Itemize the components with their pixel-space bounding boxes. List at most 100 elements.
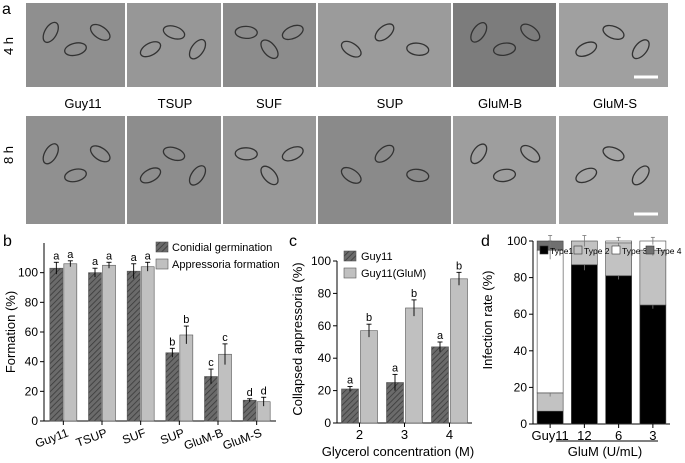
bar-d-12-1: [571, 264, 598, 425]
bar-d-Guy11-3: [536, 249, 564, 394]
conidium-8h-4-2: [374, 144, 395, 163]
legend-swatch-d-2: [573, 245, 583, 255]
b-ytick-label-80: 80: [25, 295, 39, 309]
conidium-4h-3-3: [281, 24, 304, 41]
conidium-4h-5-1: [470, 22, 488, 43]
conidium-8h-5-2: [492, 168, 517, 183]
conidium-8h-6-3: [631, 165, 650, 186]
micrograph-8h-2: [127, 116, 221, 224]
legend-label-d-1: Type1: [550, 246, 573, 256]
b-ytick-label-20: 20: [25, 384, 39, 398]
micrograph-4h-3: [223, 3, 316, 87]
panel-d: d Infection rate (%) GluM (U/mL) 0 20 40 60…: [480, 233, 682, 459]
bar-c-4-2: [450, 278, 468, 424]
c-ytick-label-80: 80: [318, 286, 332, 300]
conidium-8h-1-2: [64, 168, 87, 183]
micrograph-4h-1: [26, 3, 125, 87]
bar-b-SUF-2: [140, 266, 155, 422]
conidium-4h-2-3: [188, 38, 207, 60]
c-ytick-label-60: 60: [318, 319, 332, 333]
sig-letter-b-SUF-1: a: [131, 252, 138, 264]
row-label-8h: 8 h: [1, 146, 16, 164]
bar-b-SUF-1: [126, 270, 141, 422]
sig-letter-b-TSUP-2: a: [106, 250, 113, 262]
sig-letter-b-GluM-S-2: d: [261, 385, 267, 397]
panel-c-xlabel: Glycerol concentration (M): [322, 444, 474, 459]
bar-b-SUP-2: [179, 334, 194, 422]
conidium-8h-2-1: [139, 167, 162, 184]
d-ytick-label-40: 40: [514, 344, 528, 358]
d-ytick-label-80: 80: [514, 271, 528, 285]
xtick-label-b-SUP: SUP: [158, 426, 186, 448]
sig-letter-c-3-1: a: [392, 362, 399, 374]
micrograph-8h-1: [26, 116, 125, 224]
d-ytick-label-20: 20: [514, 380, 528, 394]
conidium-8h-3-2: [260, 165, 279, 186]
sig-letter-b-Guy11-1: a: [53, 250, 60, 262]
panel-d-ylabel: Infection rate (%): [480, 271, 495, 370]
conidium-4h-5-2: [492, 42, 517, 57]
legend-label-b-1: Conidial germination: [172, 242, 272, 254]
sig-letter-b-SUF-2: a: [145, 250, 152, 262]
conidium-4h-4-2: [374, 23, 395, 42]
conidium-4h-1-2: [64, 42, 87, 57]
conidium-8h-6-1: [575, 167, 598, 184]
legend-swatch-d-4: [645, 245, 655, 255]
panel-d-letter: d: [481, 233, 490, 250]
sig-letter-b-GluM-B-2: c: [222, 332, 228, 344]
conidium-8h-1-1: [42, 143, 59, 165]
b-ytick-label-0: 0: [31, 414, 38, 428]
legend-label-c-2: Guy11(GluM): [361, 268, 426, 280]
conidium-4h-1-1: [42, 21, 59, 44]
sig-letter-c-2-1: a: [347, 375, 354, 387]
conidium-4h-5-3: [520, 23, 541, 42]
xtick-label-b-GluM-S: GluM-S: [221, 426, 264, 453]
conidium-8h-2-3: [188, 165, 207, 186]
xtick-label-c-2: 2: [356, 427, 363, 442]
conidium-4h-6-1: [575, 41, 598, 58]
bar-b-SUP-1: [165, 352, 180, 422]
sig-letter-c-3-2: b: [411, 288, 417, 300]
strain-label-suf: SUF: [256, 96, 282, 111]
legend-swatch-c-2: [343, 267, 357, 279]
sig-letter-c-4-2: b: [456, 260, 462, 272]
b-ytick-label-100: 100: [18, 266, 38, 280]
xtick-label-c-3: 3: [401, 427, 408, 442]
panel-c-ylabel: Collapsed appressoria (%): [290, 262, 305, 415]
sig-letter-b-GluM-B-1: c: [208, 357, 214, 369]
micrograph-8h-3: [223, 116, 316, 224]
bar-b-GluM-S-1: [242, 399, 257, 422]
micrograph-4h-2: [127, 3, 221, 87]
bar-c-2-2: [360, 330, 378, 424]
sig-letter-b-TSUP-1: a: [92, 256, 99, 268]
conidium-8h-5-1: [470, 143, 488, 165]
bar-d-Guy11-1: [536, 410, 564, 425]
legend-label-c-1: Guy11: [361, 251, 393, 263]
panel-b-letter: b: [3, 233, 12, 250]
micrograph-row-4h: [26, 3, 668, 87]
strain-label-guy11: Guy11: [64, 96, 101, 111]
legend-swatch-c-1: [343, 250, 357, 262]
sig-letter-b-SUP-2: b: [183, 314, 189, 326]
micrograph-8h-5: [453, 116, 556, 224]
conidium-8h-4-1: [340, 166, 362, 184]
bar-d-3-2: [639, 249, 667, 306]
panel-d-group-label: GluM (U/mL): [568, 444, 642, 459]
bar-d-3-1: [639, 304, 667, 425]
panel-a: a 4 h 8 h Guy11 TSUP SUF SUP GluM-B GluM…: [1, 1, 668, 224]
micrograph-row-8h: [26, 116, 668, 224]
panel-a-letter: a: [2, 1, 11, 18]
xtick-label-d-Guy11: Guy11: [531, 428, 568, 443]
bar-d-6-3: [605, 240, 632, 244]
conidium-4h-6-2: [602, 24, 625, 40]
micrograph-8h-6: [559, 116, 668, 224]
conidium-4h-2-2: [162, 25, 186, 40]
xtick-label-d-3: 3: [649, 428, 656, 443]
conidium-4h-1-3: [89, 23, 111, 41]
micrograph-4h-6: [559, 3, 668, 87]
c-ytick-label-0: 0: [324, 416, 331, 430]
bar-c-2-1: [341, 388, 359, 424]
micrograph-4h-4: [318, 3, 451, 87]
